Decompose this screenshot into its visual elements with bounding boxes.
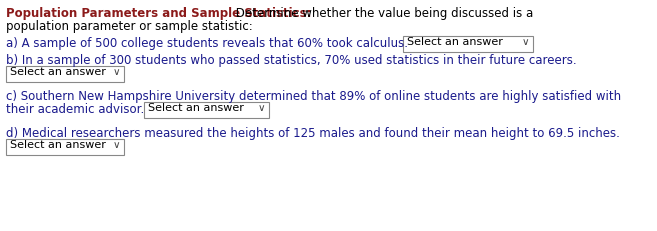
Text: their academic advisor.: their academic advisor. — [6, 103, 145, 116]
Text: Select an answer: Select an answer — [10, 140, 106, 150]
Text: b) In a sample of 300 students who passed statistics, 70% used statistics in the: b) In a sample of 300 students who passe… — [6, 54, 577, 67]
FancyBboxPatch shape — [144, 102, 269, 118]
FancyBboxPatch shape — [6, 66, 124, 82]
Text: ∨: ∨ — [258, 103, 265, 113]
Text: Determine whether the value being discussed is a: Determine whether the value being discus… — [232, 7, 533, 20]
Text: d) Medical researchers measured the heights of 125 males and found their mean he: d) Medical researchers measured the heig… — [6, 127, 620, 140]
Text: population parameter or sample statistic:: population parameter or sample statistic… — [6, 20, 253, 33]
Text: ∨: ∨ — [113, 140, 121, 150]
Text: Select an answer: Select an answer — [10, 67, 106, 77]
Text: Select an answer: Select an answer — [148, 103, 244, 113]
Text: c) Southern New Hampshire University determined that 89% of online students are : c) Southern New Hampshire University det… — [6, 90, 621, 103]
Text: a) A sample of 500 college students reveals that 60% took calculus.: a) A sample of 500 college students reve… — [6, 37, 408, 50]
FancyBboxPatch shape — [403, 36, 533, 52]
Text: ∨: ∨ — [113, 67, 121, 77]
Text: ∨: ∨ — [522, 37, 530, 47]
Text: Select an answer: Select an answer — [407, 37, 503, 47]
FancyBboxPatch shape — [6, 139, 124, 155]
Text: Population Parameters and Sample Statistics:: Population Parameters and Sample Statist… — [6, 7, 311, 20]
